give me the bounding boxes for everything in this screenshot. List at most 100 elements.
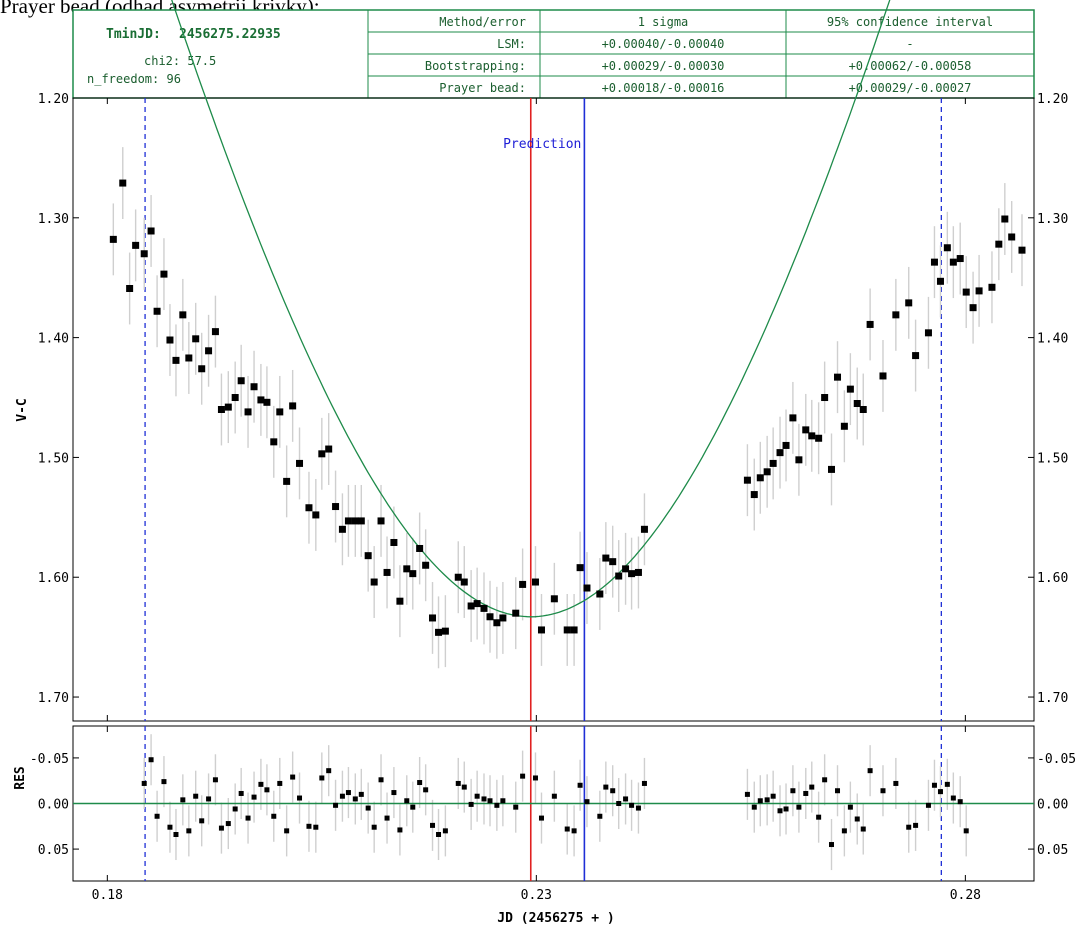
data-point bbox=[454, 573, 462, 581]
main-y-tick-label-right: 1.70 bbox=[1037, 691, 1068, 706]
data-point bbox=[276, 408, 284, 416]
data-point bbox=[615, 572, 623, 580]
data-point bbox=[756, 474, 764, 482]
residual-plot: -0.05 -0.05 0.00 0.00 0.05 0.05 0.18 0.23 0.28 bbox=[30, 726, 1076, 903]
main-y-tick-label-left: 1.50 bbox=[38, 451, 69, 466]
data-point bbox=[975, 287, 983, 295]
data-point bbox=[467, 602, 475, 610]
residual-point bbox=[212, 777, 218, 783]
data-point bbox=[924, 329, 932, 337]
data-point bbox=[390, 538, 398, 546]
data-point bbox=[422, 561, 430, 569]
data-point bbox=[338, 525, 346, 533]
data-point bbox=[312, 511, 320, 519]
residual-point bbox=[455, 780, 461, 786]
residual-point bbox=[906, 824, 912, 830]
data-point bbox=[995, 240, 1003, 248]
x-axis-title: JD (2456275 + ) bbox=[497, 911, 614, 926]
main-y-tick-label-right: 1.40 bbox=[1037, 332, 1068, 347]
data-point bbox=[132, 241, 140, 249]
data-point bbox=[640, 525, 648, 533]
res-y-tick-label-left: -0.05 bbox=[30, 752, 69, 767]
residual-point bbox=[264, 787, 270, 793]
data-point bbox=[789, 414, 797, 422]
data-point bbox=[370, 578, 378, 586]
main-y-tick-label-left: 1.60 bbox=[38, 571, 69, 586]
residual-point bbox=[410, 804, 416, 810]
res-y-tick-label-left: 0.05 bbox=[38, 843, 69, 858]
data-point bbox=[473, 600, 481, 608]
data-point bbox=[537, 626, 545, 634]
residual-point bbox=[880, 788, 886, 794]
fit-curve bbox=[171, 0, 891, 618]
data-point bbox=[318, 450, 326, 458]
residual-point bbox=[770, 793, 776, 799]
residual-point bbox=[461, 784, 467, 790]
data-point bbox=[109, 235, 117, 243]
data-point bbox=[153, 307, 161, 315]
prediction-label: Prediction bbox=[503, 137, 581, 152]
data-point bbox=[435, 628, 443, 636]
residual-point bbox=[326, 768, 332, 774]
residual-point bbox=[551, 793, 557, 799]
info-panel: TminJD: 2456275.22935 chi2: 57.5 n_freed… bbox=[72, 9, 1035, 99]
data-point bbox=[250, 383, 258, 391]
data-point bbox=[634, 568, 642, 576]
data-point bbox=[441, 627, 449, 635]
data-point bbox=[344, 517, 352, 525]
data-point bbox=[596, 590, 604, 598]
main-y-tick-label-right: 1.20 bbox=[1037, 92, 1068, 107]
residual-point bbox=[430, 822, 436, 828]
residual-point bbox=[365, 805, 371, 811]
residual-point bbox=[796, 804, 802, 810]
residual-point bbox=[199, 818, 205, 824]
row-bootstrap-ci: +0.00062/-0.00058 bbox=[849, 59, 972, 73]
residual-point bbox=[161, 779, 167, 785]
data-point bbox=[859, 406, 867, 413]
data-point bbox=[364, 552, 372, 560]
data-point bbox=[396, 597, 404, 605]
data-point bbox=[905, 299, 913, 307]
data-point bbox=[160, 270, 168, 278]
data-point bbox=[563, 626, 571, 634]
residual-point bbox=[571, 828, 577, 834]
data-point bbox=[140, 250, 148, 258]
data-point bbox=[231, 394, 239, 402]
residual-point bbox=[384, 815, 390, 821]
residual-point bbox=[148, 757, 154, 763]
residual-point bbox=[616, 801, 622, 806]
header-sigma: 1 sigma bbox=[638, 15, 689, 29]
residual-point bbox=[603, 784, 609, 790]
data-point bbox=[763, 468, 771, 476]
data-point bbox=[332, 503, 340, 511]
data-point bbox=[237, 377, 245, 385]
residual-point bbox=[913, 822, 919, 828]
residual-point bbox=[584, 799, 590, 805]
residual-point bbox=[854, 816, 860, 822]
data-point bbox=[185, 354, 193, 362]
residual-point bbox=[423, 787, 429, 793]
residual-point bbox=[931, 782, 937, 788]
data-point bbox=[795, 456, 803, 464]
data-point bbox=[628, 570, 636, 578]
data-point bbox=[296, 459, 304, 467]
residual-point bbox=[404, 798, 410, 804]
residual-point bbox=[251, 794, 257, 800]
data-point bbox=[930, 258, 938, 266]
residual-point bbox=[141, 780, 147, 786]
residual-point bbox=[925, 802, 931, 808]
data-point bbox=[828, 465, 836, 473]
row-prayer-sigma: +0.00018/-0.00016 bbox=[602, 81, 725, 95]
data-point bbox=[1018, 246, 1026, 254]
data-point bbox=[866, 320, 874, 328]
data-point bbox=[289, 402, 297, 410]
data-point bbox=[357, 517, 365, 525]
data-point bbox=[583, 584, 591, 592]
residual-point bbox=[783, 806, 789, 812]
data-point bbox=[166, 336, 174, 344]
residual-point bbox=[577, 782, 583, 788]
data-point bbox=[892, 311, 900, 319]
data-point bbox=[192, 335, 200, 343]
residual-point bbox=[378, 777, 384, 783]
residual-point bbox=[333, 802, 339, 808]
